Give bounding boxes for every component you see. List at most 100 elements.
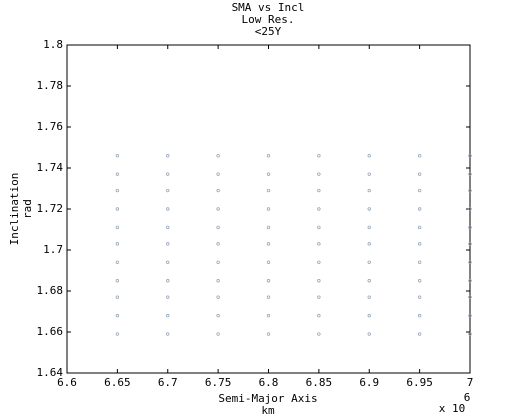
chart-title: <25Y xyxy=(255,25,282,38)
point xyxy=(317,242,321,246)
point xyxy=(166,225,170,230)
point xyxy=(317,295,321,299)
y-tick-label: 1.78 xyxy=(37,79,64,92)
point xyxy=(166,207,170,211)
x-tick-label: 6.9 xyxy=(359,376,379,389)
point xyxy=(115,260,120,264)
point xyxy=(468,242,472,246)
point xyxy=(216,295,220,299)
point xyxy=(166,332,170,336)
point xyxy=(468,332,472,336)
point xyxy=(417,188,422,193)
point xyxy=(317,279,321,283)
point xyxy=(166,260,170,264)
point xyxy=(216,242,220,246)
point xyxy=(367,295,371,299)
point xyxy=(367,172,371,176)
point xyxy=(367,188,371,193)
point xyxy=(468,172,472,176)
point xyxy=(317,332,321,336)
point xyxy=(468,260,472,264)
y-axis-label: rad xyxy=(21,199,34,219)
point xyxy=(468,225,472,230)
x-tick-label: 6.7 xyxy=(158,376,178,389)
point xyxy=(266,295,271,299)
point xyxy=(166,279,170,283)
point xyxy=(166,188,170,193)
y-axis-label: Inclination xyxy=(8,173,21,246)
point xyxy=(266,242,271,246)
y-tick-label: 1.76 xyxy=(37,120,64,133)
point xyxy=(417,313,422,318)
x-tick-label: 7 xyxy=(467,376,474,389)
point xyxy=(216,172,220,176)
point xyxy=(317,153,321,158)
point xyxy=(266,153,271,158)
point xyxy=(166,295,170,299)
x-multiplier-exponent: 6 xyxy=(464,391,471,404)
x-axis-label: Semi-Major Axis xyxy=(218,392,317,405)
point xyxy=(115,172,120,176)
point xyxy=(115,153,120,158)
point xyxy=(266,332,271,336)
point xyxy=(115,295,120,299)
chart-title: SMA vs Incl xyxy=(232,1,305,14)
point xyxy=(417,225,422,230)
x-tick-label: 6.65 xyxy=(104,376,131,389)
chart-title: Low Res. xyxy=(242,13,295,26)
point xyxy=(417,279,422,283)
point xyxy=(266,225,271,230)
y-tick-label: 1.8 xyxy=(43,38,63,51)
point xyxy=(417,172,422,176)
point xyxy=(216,153,220,158)
point xyxy=(166,313,170,318)
point xyxy=(216,188,220,193)
x-tick-label: 6.75 xyxy=(205,376,232,389)
point xyxy=(115,279,120,283)
point xyxy=(367,279,371,283)
point xyxy=(266,188,271,193)
point xyxy=(166,172,170,176)
x-tick-label: 6.95 xyxy=(406,376,433,389)
point xyxy=(317,172,321,176)
point xyxy=(417,295,422,299)
y-tick-label: 1.68 xyxy=(37,284,64,297)
point xyxy=(468,313,472,318)
point xyxy=(166,153,170,158)
x-axis-label: km xyxy=(261,404,275,417)
point xyxy=(266,279,271,283)
point xyxy=(216,332,220,336)
y-tick-label: 1.64 xyxy=(37,366,64,379)
point xyxy=(115,225,120,230)
x-multiplier: x 10 xyxy=(439,402,466,415)
point xyxy=(367,313,371,318)
point xyxy=(216,225,220,230)
point xyxy=(115,188,120,193)
point xyxy=(216,260,220,264)
point xyxy=(417,153,422,158)
point xyxy=(317,207,321,211)
point xyxy=(166,242,170,246)
point xyxy=(468,279,472,283)
point xyxy=(468,207,472,211)
point xyxy=(468,153,472,158)
point xyxy=(266,260,271,264)
point xyxy=(417,260,422,264)
point xyxy=(317,260,321,264)
point xyxy=(317,225,321,230)
point xyxy=(216,313,220,318)
point xyxy=(367,225,371,230)
point xyxy=(115,313,120,318)
x-tick-label: 6.85 xyxy=(306,376,333,389)
point xyxy=(216,207,220,211)
x-tick-label: 6.8 xyxy=(259,376,279,389)
y-tick-label: 1.66 xyxy=(37,325,64,338)
point xyxy=(216,279,220,283)
point xyxy=(367,260,371,264)
x-tick-label: 6.6 xyxy=(57,376,77,389)
point xyxy=(266,172,271,176)
point xyxy=(468,295,472,299)
point xyxy=(317,313,321,318)
